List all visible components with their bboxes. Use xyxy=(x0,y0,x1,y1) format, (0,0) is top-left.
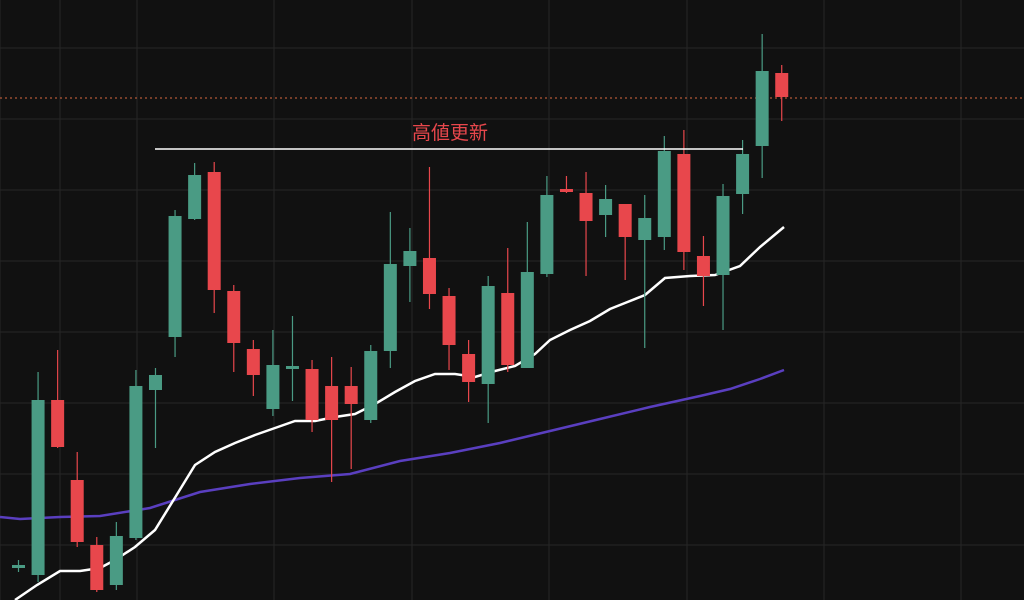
candle-down xyxy=(70,480,84,542)
candle-down xyxy=(677,154,691,252)
candle-up xyxy=(188,175,202,219)
candle-up xyxy=(31,400,45,575)
candle-down xyxy=(90,545,104,590)
candle-down xyxy=(462,354,476,382)
candle-up xyxy=(520,272,534,368)
candle-up xyxy=(403,251,417,266)
candle-down xyxy=(344,386,358,404)
candle-down xyxy=(422,258,436,294)
candle-down xyxy=(51,400,65,447)
candle-down xyxy=(207,172,221,290)
candle-up xyxy=(599,199,613,215)
candle-up xyxy=(109,536,123,585)
candle-up xyxy=(716,196,730,275)
candle-up xyxy=(266,365,280,409)
candle-down xyxy=(246,349,260,375)
candle-up xyxy=(285,366,299,369)
candle-up xyxy=(540,195,554,274)
candle-down xyxy=(227,291,241,343)
candle-down xyxy=(618,204,632,237)
candle-up xyxy=(168,216,182,337)
candle-up xyxy=(736,154,750,194)
candle-up xyxy=(481,286,495,384)
candle-down xyxy=(325,386,339,420)
candle-up xyxy=(364,351,378,420)
candle-up xyxy=(129,386,143,538)
high-update-annotation: 高値更新 xyxy=(412,122,488,144)
candle-down xyxy=(305,369,319,420)
moving-average-long xyxy=(0,368,785,521)
candle-up xyxy=(12,565,25,568)
moving-average-short xyxy=(14,226,785,600)
candle-down xyxy=(442,296,456,345)
candle-up xyxy=(638,218,652,240)
candles xyxy=(12,34,789,592)
candle-down xyxy=(559,189,573,192)
candle-up xyxy=(148,375,162,390)
candle-up xyxy=(383,264,397,351)
candle-down xyxy=(696,256,710,276)
candle-up xyxy=(657,151,671,237)
candle-down xyxy=(501,293,515,365)
candle-down xyxy=(579,193,593,221)
candle-down xyxy=(775,73,789,97)
candle-up xyxy=(755,71,769,146)
